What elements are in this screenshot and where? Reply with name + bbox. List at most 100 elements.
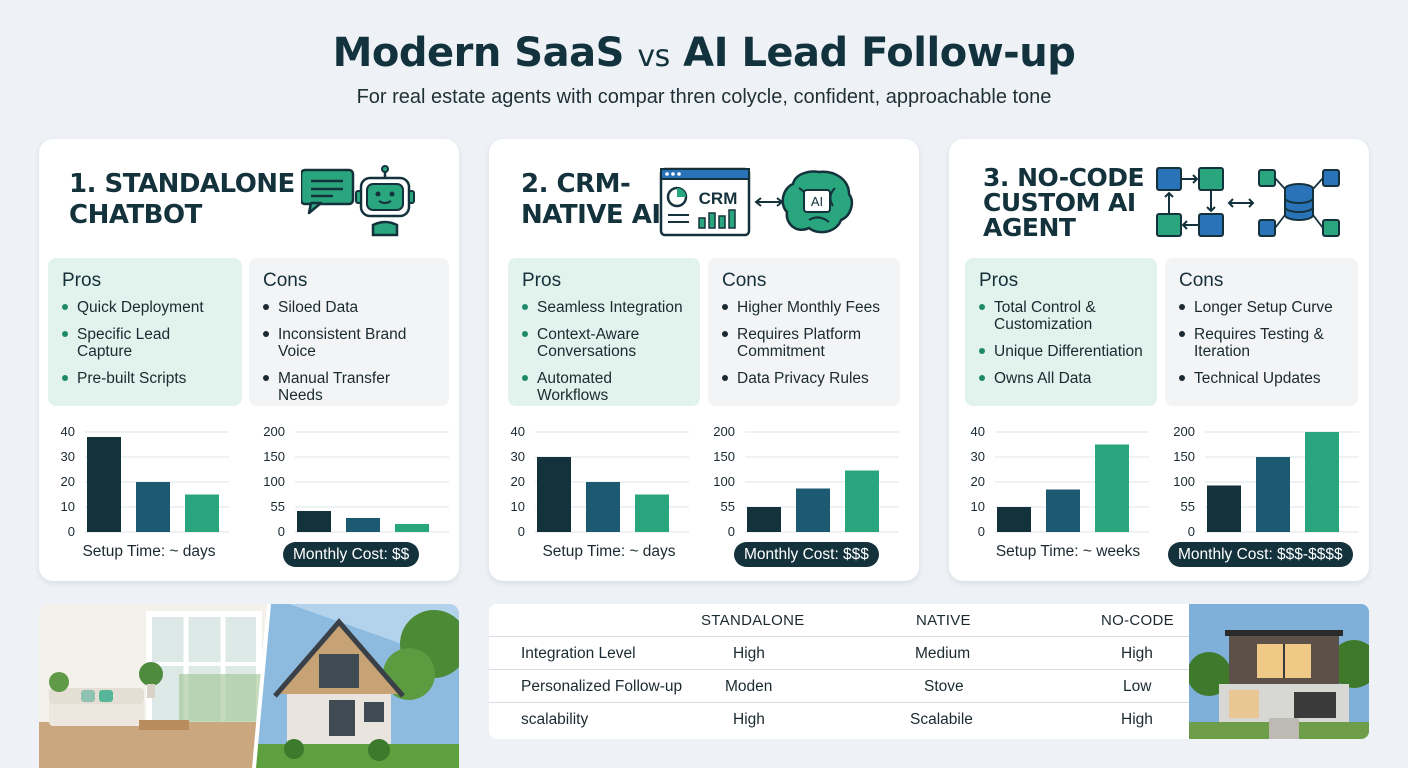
cons-item: Siloed Data bbox=[263, 299, 435, 316]
y-tick-label: 150 bbox=[1173, 449, 1195, 464]
pros-item: Automated Workflows bbox=[522, 370, 686, 404]
pros-item: Total Control & Customization bbox=[979, 299, 1143, 333]
table-cell: Low bbox=[1123, 678, 1152, 695]
bar bbox=[997, 507, 1031, 532]
y-tick-label: 150 bbox=[713, 449, 735, 464]
table-cell: High bbox=[1121, 711, 1153, 728]
y-tick-label: 30 bbox=[971, 449, 985, 464]
monthly-cost-badge: Monthly Cost: $$$-$$$$ bbox=[1168, 542, 1353, 567]
comparison-table: STANDALONE NATIVE NO-CODE Integration Le… bbox=[489, 604, 1189, 739]
card-title: 1. STANDALONE CHATBOT bbox=[69, 169, 295, 230]
table-row: scalability High Scalabile High bbox=[489, 703, 1189, 736]
pros-box: Pros Total Control & Customization Uniqu… bbox=[965, 258, 1157, 406]
column-header: NATIVE bbox=[916, 612, 971, 629]
pros-heading: Pros bbox=[979, 270, 1019, 291]
bar bbox=[845, 470, 879, 532]
bar bbox=[1207, 485, 1241, 532]
pros-item: Specific Lead Capture bbox=[62, 326, 228, 360]
cons-heading: Cons bbox=[1179, 270, 1224, 291]
pros-item: Quick Deployment bbox=[62, 299, 228, 316]
y-tick-label: 55 bbox=[1181, 499, 1195, 514]
cons-item: Manual Transfer Needs bbox=[263, 370, 435, 404]
cons-item: Data Privacy Rules bbox=[722, 370, 886, 387]
table-cell: High bbox=[733, 711, 765, 728]
y-tick-label: 40 bbox=[511, 424, 525, 439]
y-tick-label: 0 bbox=[1188, 524, 1195, 537]
bar bbox=[87, 437, 121, 532]
y-tick-label: 100 bbox=[713, 474, 735, 489]
bar bbox=[185, 494, 219, 532]
card-no-code-custom-ai-agent: 3. NO-CODE CUSTOM AI AGENT Pros Total Co… bbox=[949, 139, 1369, 581]
setup-time-chart: 40 30 20 10 0 bbox=[511, 424, 689, 537]
bar bbox=[796, 488, 830, 532]
real-estate-photo bbox=[39, 604, 459, 768]
y-tick-label: 100 bbox=[1173, 474, 1195, 489]
title-part1: Modern SaaS bbox=[332, 30, 625, 76]
bar bbox=[747, 507, 781, 532]
monthly-cost-badge: Monthly Cost: $$$ bbox=[734, 542, 879, 567]
y-tick-label: 40 bbox=[971, 424, 985, 439]
table-cell: High bbox=[733, 645, 765, 662]
table-cell: Scalabile bbox=[910, 711, 973, 728]
card-title: 3. NO-CODE CUSTOM AI AGENT bbox=[983, 163, 1145, 242]
setup-time-caption: Setup Time: ~ days bbox=[82, 543, 216, 560]
card-standalone-chatbot: 1. STANDALONE CHATBOT Pros Quick Deploym… bbox=[39, 139, 459, 581]
y-tick-label: 200 bbox=[713, 424, 735, 439]
y-tick-label: 20 bbox=[511, 474, 525, 489]
setup-time-caption: Setup Time: ~ days bbox=[542, 543, 676, 560]
table-row: Integration Level High Medium High bbox=[489, 637, 1189, 670]
cons-heading: Cons bbox=[263, 270, 308, 291]
pros-heading: Pros bbox=[62, 270, 102, 291]
y-tick-label: 30 bbox=[61, 449, 75, 464]
y-tick-label: 55 bbox=[271, 499, 285, 514]
bar bbox=[1095, 444, 1129, 532]
workflow-icon bbox=[1156, 167, 1340, 237]
monthly-cost-badge: Monthly Cost: $$ bbox=[283, 542, 420, 567]
pros-heading: Pros bbox=[522, 270, 562, 291]
pros-item: Seamless Integration bbox=[522, 299, 686, 316]
cons-item: Inconsistent Brand Voice bbox=[263, 326, 435, 360]
title-vs: vs bbox=[637, 39, 670, 74]
row-label: Personalized Follow-up bbox=[521, 678, 683, 695]
cons-box: Cons Higher Monthly Fees Requires Platfo… bbox=[708, 258, 900, 406]
page-subtitle: For real estate agents with compar thren… bbox=[356, 86, 1052, 108]
table-cell: Stove bbox=[924, 678, 964, 695]
cons-item: Higher Monthly Fees bbox=[722, 299, 886, 316]
column-header: STANDALONE bbox=[701, 612, 805, 629]
pros-box: Pros Quick Deployment Specific Lead Capt… bbox=[48, 258, 242, 406]
bar bbox=[586, 482, 620, 532]
y-tick-label: 100 bbox=[263, 474, 285, 489]
crm-ai-icon: CRM AI bbox=[659, 167, 853, 237]
y-tick-label: 55 bbox=[721, 499, 735, 514]
y-tick-label: 30 bbox=[511, 449, 525, 464]
modern-house-photo bbox=[1189, 604, 1369, 739]
y-tick-label: 200 bbox=[1173, 424, 1195, 439]
y-tick-label: 0 bbox=[978, 524, 985, 537]
cons-item: Requires Platform Commitment bbox=[722, 326, 886, 360]
page-title: Modern SaaS vs AI Lead Follow-up bbox=[0, 30, 1408, 76]
bar bbox=[635, 494, 669, 532]
card-crm-native-ai: 2. CRM-NATIVE AI CRM AI Pros Seamless In… bbox=[489, 139, 919, 581]
bar bbox=[1046, 489, 1080, 532]
card-title: 2. CRM-NATIVE AI bbox=[521, 169, 661, 230]
y-tick-label: 40 bbox=[61, 424, 75, 439]
cons-item: Longer Setup Curve bbox=[1179, 299, 1344, 316]
bar bbox=[1256, 457, 1290, 532]
cons-box: Cons Longer Setup Curve Requires Testing… bbox=[1165, 258, 1358, 406]
table-row: Personalized Follow-up Moden Stove Low bbox=[489, 670, 1189, 703]
pros-box: Pros Seamless Integration Context-Aware … bbox=[508, 258, 700, 406]
cons-item: Technical Updates bbox=[1179, 370, 1344, 387]
row-label: scalability bbox=[521, 711, 589, 728]
setup-time-caption: Setup Time: ~ weeks bbox=[995, 543, 1141, 560]
table-cell: Medium bbox=[915, 645, 971, 662]
y-tick-label: 0 bbox=[278, 524, 285, 537]
cons-item: Requires Testing & Iteration bbox=[1179, 326, 1344, 360]
table-cell: High bbox=[1121, 645, 1153, 662]
setup-time-chart: 40 30 20 10 0 bbox=[971, 424, 1149, 537]
crm-label: CRM bbox=[699, 189, 738, 208]
title-part2: AI Lead Follow-up bbox=[683, 30, 1076, 76]
bar bbox=[537, 457, 571, 532]
monthly-cost-chart: 200 150 100 55 0 bbox=[1173, 424, 1359, 537]
cons-heading: Cons bbox=[722, 270, 767, 291]
setup-time-chart: 40 30 20 10 0 bbox=[61, 424, 229, 537]
